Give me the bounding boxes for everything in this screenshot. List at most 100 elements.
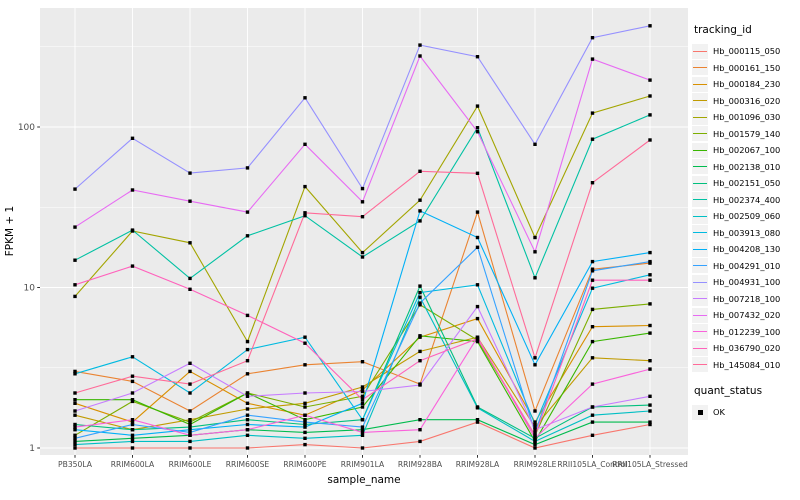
data-point [303, 363, 307, 367]
data-point [303, 391, 307, 395]
x-axis-title: sample_name [327, 474, 400, 486]
legend-item-label: Hb_001579_140 [713, 128, 781, 139]
data-point [303, 341, 307, 345]
data-point [303, 413, 307, 417]
x-tick-label: PB350LA [58, 460, 93, 469]
x-tick-label: RRII105LA_Control [557, 460, 627, 469]
data-point [303, 96, 307, 100]
data-point [648, 323, 652, 328]
legend-item-Hb_007432_020: Hb_007432_020 [692, 307, 800, 324]
data-points [73, 24, 652, 450]
data-point [360, 418, 365, 422]
data-point [245, 433, 250, 437]
data-point [533, 363, 537, 367]
data-point [188, 409, 192, 413]
data-point [475, 406, 480, 410]
y-tick-label: 1 [29, 444, 35, 454]
data-point [188, 171, 192, 175]
data-point [188, 439, 192, 444]
data-point [360, 389, 365, 394]
legend-key-line [693, 331, 707, 333]
data-point [590, 278, 595, 282]
legend-item-Hb_000161_150: Hb_000161_150 [692, 60, 800, 77]
data-point [533, 442, 537, 447]
data-point [590, 339, 595, 344]
data-point [533, 409, 537, 413]
data-point [418, 169, 422, 173]
legend-item-label: Hb_004208_130 [713, 244, 781, 255]
data-point [130, 355, 135, 359]
data-point [648, 113, 652, 117]
data-point [188, 446, 192, 450]
data-point [418, 43, 422, 47]
data-point [590, 307, 595, 312]
data-point [188, 433, 192, 437]
data-point [245, 401, 250, 405]
legend-key-line [693, 298, 707, 300]
data-point [648, 94, 652, 98]
legend-key-line [693, 281, 707, 283]
legend-key-swatch [692, 109, 708, 125]
data-point [130, 399, 135, 404]
data-point [533, 433, 537, 437]
data-point [590, 36, 595, 40]
data-point [245, 422, 250, 427]
data-point [188, 276, 192, 281]
data-point [648, 394, 652, 398]
data-point [533, 428, 537, 432]
legend-item-Hb_003913_080: Hb_003913_080 [692, 225, 800, 242]
data-point [303, 430, 307, 435]
data-point [188, 418, 192, 422]
data-point [418, 418, 422, 422]
data-point [303, 335, 307, 339]
legend-key-swatch [692, 258, 708, 274]
legend-title-tracking-id: tracking_id [694, 24, 752, 36]
data-point [648, 273, 652, 277]
data-point [475, 337, 480, 341]
data-point [360, 433, 365, 437]
data-point [188, 430, 192, 435]
data-point [245, 339, 250, 344]
legend-item-Hb_004931_100: Hb_004931_100 [692, 274, 800, 291]
data-point [475, 130, 480, 134]
data-point [245, 372, 250, 376]
data-point [360, 186, 365, 191]
data-point [188, 361, 192, 365]
legend-item-Hb_002067_100: Hb_002067_100 [692, 142, 800, 159]
data-point [648, 24, 652, 28]
legend-item-Hb_000316_020: Hb_000316_020 [692, 93, 800, 110]
black-square-marker-icon [697, 409, 703, 415]
legend-item-label: Hb_145084_010 [713, 359, 781, 370]
legend-item-Hb_001579_140: Hb_001579_140 [692, 126, 800, 143]
data-point [73, 294, 77, 299]
data-point [648, 278, 652, 282]
data-point [590, 286, 595, 290]
legend-key-line [693, 116, 707, 118]
data-point [73, 436, 77, 440]
legend-key-swatch [692, 93, 708, 109]
data-point [245, 391, 250, 395]
legend-item-Hb_000184_230: Hb_000184_230 [692, 76, 800, 93]
data-point [533, 422, 537, 427]
legend-key-swatch [692, 142, 708, 158]
data-point [73, 283, 77, 287]
legend-key-swatch [692, 225, 708, 241]
data-point [188, 422, 192, 427]
data-point [188, 369, 192, 374]
data-point [245, 234, 250, 238]
data-point [130, 188, 135, 192]
legend-item-label: Hb_000161_150 [713, 62, 781, 73]
data-point [73, 425, 77, 429]
data-point [533, 276, 537, 280]
x-tick-label: RRIM600LA [111, 460, 155, 469]
legend-key-line [693, 100, 707, 102]
legend-key-line [693, 265, 707, 267]
data-point [188, 425, 192, 429]
x-tick-label: RRIM928BA [398, 460, 443, 469]
data-point [303, 420, 307, 424]
legend-key-swatch [692, 291, 708, 307]
data-point [245, 347, 250, 352]
data-point [648, 331, 652, 335]
x-tick-label: RRII105LA_Stressed [612, 460, 688, 469]
